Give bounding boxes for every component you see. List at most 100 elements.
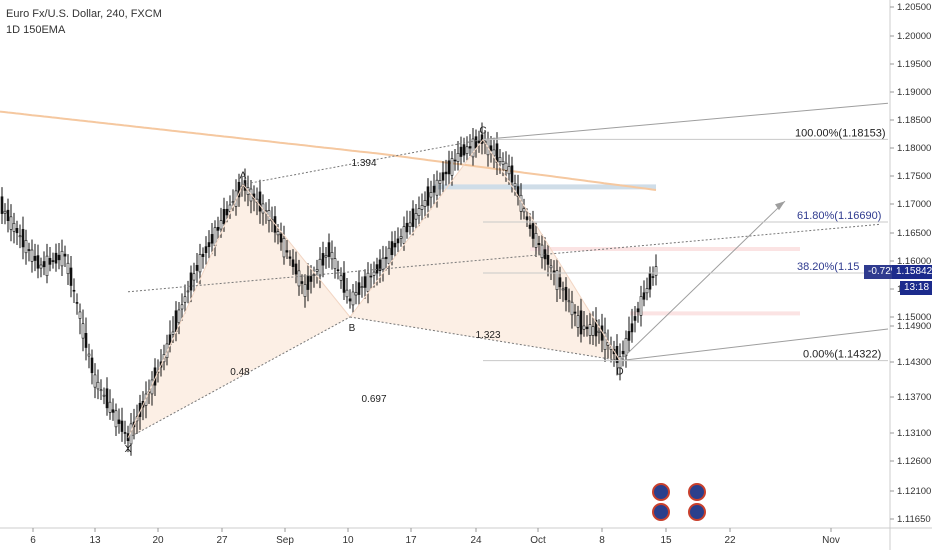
candle-body bbox=[198, 254, 202, 273]
candle-body bbox=[393, 242, 397, 248]
candle-body bbox=[417, 208, 421, 216]
candle-body bbox=[537, 243, 541, 246]
candle-body bbox=[336, 269, 340, 272]
candle-body bbox=[27, 249, 31, 251]
candle-body bbox=[432, 185, 436, 193]
candle-body bbox=[228, 204, 232, 212]
candle-body bbox=[294, 263, 298, 275]
candle-body bbox=[348, 298, 352, 302]
candle-body bbox=[423, 200, 427, 207]
candle-body bbox=[54, 252, 58, 264]
candle-body bbox=[351, 291, 355, 306]
candle-body bbox=[81, 323, 85, 339]
candle-body bbox=[108, 401, 112, 413]
candle-body bbox=[654, 266, 658, 276]
candle-body bbox=[414, 213, 418, 220]
ratio-label: 1.323 bbox=[475, 330, 500, 341]
candle-body bbox=[489, 145, 493, 151]
chart-legend: Euro Fx/U.S. Dollar, 240, FXCM 1D 150EMA bbox=[6, 6, 162, 38]
candle-body bbox=[387, 247, 391, 264]
candle-body bbox=[330, 252, 334, 260]
candle-body bbox=[87, 353, 91, 357]
candle-body bbox=[390, 241, 394, 256]
candle-body bbox=[321, 253, 325, 266]
candle-body bbox=[24, 240, 28, 254]
candle-body bbox=[408, 222, 412, 227]
pattern-point-b: B bbox=[349, 323, 356, 334]
resistance-zone bbox=[434, 184, 656, 190]
candle-body bbox=[606, 342, 610, 346]
y-tick-label: 1.13100 bbox=[897, 428, 931, 439]
pattern-leg bbox=[349, 139, 484, 318]
candle-body bbox=[96, 381, 100, 390]
candle-body bbox=[474, 136, 478, 149]
candles-group bbox=[0, 122, 658, 456]
lower-pink-zone bbox=[630, 311, 800, 316]
candle-body bbox=[15, 228, 19, 234]
candle-body bbox=[561, 288, 565, 291]
candle-body bbox=[117, 419, 121, 424]
x-tick-label: 17 bbox=[405, 535, 417, 546]
ratio-label: 1.394 bbox=[351, 158, 376, 169]
candle-body bbox=[585, 326, 589, 330]
candle-body bbox=[477, 140, 481, 143]
candle-body bbox=[594, 319, 598, 337]
y-tick-label: 1.15000 bbox=[897, 312, 931, 323]
candle-body bbox=[42, 261, 46, 268]
candle-body bbox=[57, 254, 61, 261]
candle-body bbox=[636, 308, 640, 313]
candle-body bbox=[285, 250, 289, 253]
candle-body bbox=[12, 223, 16, 232]
pattern-leg bbox=[482, 139, 621, 361]
candle-body bbox=[357, 282, 361, 295]
candle-body bbox=[513, 183, 517, 187]
candle-body bbox=[369, 275, 373, 278]
candle-body bbox=[375, 264, 379, 274]
pattern-xab-fill bbox=[128, 184, 350, 439]
candle-body bbox=[384, 256, 388, 260]
candle-body bbox=[465, 146, 469, 154]
symbol-title[interactable]: Euro Fx/U.S. Dollar, 240, FXCM bbox=[6, 8, 162, 20]
candle-body bbox=[0, 196, 4, 214]
y-tick-label: 1.17000 bbox=[897, 199, 931, 210]
candle-body bbox=[201, 253, 205, 257]
candle-body bbox=[462, 144, 466, 156]
candle-body bbox=[363, 276, 367, 288]
channel-lower-line bbox=[619, 328, 889, 362]
candle-body bbox=[381, 257, 385, 270]
candle-body bbox=[69, 267, 73, 286]
candle-body bbox=[342, 272, 346, 293]
candle-body bbox=[309, 276, 313, 282]
candle-body bbox=[531, 223, 535, 239]
candle-body bbox=[399, 236, 403, 239]
candle-body bbox=[291, 259, 295, 267]
candle-body bbox=[639, 296, 643, 316]
candle-body bbox=[573, 311, 577, 314]
candle-body bbox=[633, 316, 637, 321]
candle-body bbox=[324, 255, 328, 258]
x-tick-label: Nov bbox=[822, 535, 840, 546]
candle-body bbox=[318, 258, 322, 277]
candle-body bbox=[180, 304, 184, 310]
candle-body bbox=[48, 258, 52, 265]
candle-body bbox=[6, 209, 10, 222]
candle-body bbox=[78, 311, 82, 319]
candle-body bbox=[450, 158, 454, 176]
candle-body bbox=[303, 284, 307, 297]
candle-body bbox=[501, 161, 505, 165]
ac-ratio-line bbox=[242, 138, 484, 185]
candle-body bbox=[426, 186, 430, 206]
candle-body bbox=[207, 242, 211, 248]
candle-body bbox=[18, 235, 22, 238]
y-tick-label: 1.19500 bbox=[897, 59, 931, 70]
candle-body bbox=[237, 181, 241, 198]
candle-body bbox=[276, 231, 280, 236]
candle-body bbox=[171, 331, 175, 335]
indicator-label[interactable]: 1D 150EMA bbox=[6, 24, 66, 36]
candle-body bbox=[420, 205, 424, 210]
candle-body bbox=[366, 272, 370, 292]
candle-body bbox=[204, 246, 208, 254]
candle-body bbox=[300, 281, 304, 284]
pattern-point-c: C bbox=[479, 125, 486, 136]
